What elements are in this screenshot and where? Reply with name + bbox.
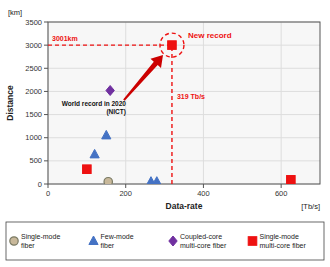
annotation-line: 319 Tb/s bbox=[177, 93, 205, 100]
y-grid-line bbox=[48, 68, 320, 69]
y-tick bbox=[44, 45, 48, 46]
y-tick bbox=[44, 160, 48, 161]
x-tick-label: 200 bbox=[119, 189, 132, 198]
legend-marker bbox=[169, 236, 177, 246]
reference-line-horizontal bbox=[48, 44, 172, 45]
annotation-line: 3001km bbox=[52, 35, 78, 42]
series-diamond bbox=[106, 86, 114, 96]
y-tick-label: 2000 bbox=[25, 87, 42, 96]
y-grid-line bbox=[48, 114, 320, 115]
y-grid-line bbox=[48, 91, 320, 92]
plot-background bbox=[48, 22, 320, 184]
annotation-line: New record bbox=[188, 31, 232, 40]
y-tick-label: 1500 bbox=[25, 110, 42, 119]
y-tick bbox=[44, 137, 48, 138]
annotation-line: (NICT) bbox=[106, 108, 126, 116]
x-axis-label: Data-rate bbox=[166, 201, 203, 211]
x-axis-unit: [Tb/s] bbox=[301, 202, 320, 211]
y-axis-label: Distance bbox=[5, 85, 15, 121]
annotation-world-record: World record in 2020(NICT) bbox=[62, 100, 127, 116]
legend-label: Single-modemulti-core fiber bbox=[260, 233, 307, 249]
legend-marker bbox=[10, 237, 18, 245]
reference-line-vertical bbox=[171, 45, 172, 184]
y-tick bbox=[44, 22, 48, 23]
point bbox=[152, 177, 161, 184]
annotation-rate: 319 Tb/s bbox=[177, 93, 205, 100]
x-tick bbox=[125, 184, 126, 188]
point bbox=[102, 130, 111, 139]
series-triangle bbox=[90, 130, 161, 184]
y-tick-label: 3500 bbox=[25, 18, 42, 27]
legend-box bbox=[6, 222, 324, 260]
legend-label: Few-mode fiber bbox=[101, 233, 134, 249]
legend-label-line: multi-core fiber bbox=[260, 242, 307, 249]
y-tick-label: 2500 bbox=[25, 64, 42, 73]
legend-label-line: Single-mode bbox=[21, 233, 60, 241]
point bbox=[83, 165, 92, 174]
record-circle bbox=[160, 33, 184, 57]
y-tick bbox=[44, 68, 48, 69]
point bbox=[287, 176, 296, 184]
series-square bbox=[83, 41, 296, 184]
legend-marker bbox=[248, 237, 257, 246]
legend-label-line: fiber bbox=[21, 242, 35, 249]
legend-label-line: Few-mode bbox=[101, 233, 134, 240]
plot-area bbox=[48, 41, 295, 184]
x-tick-label: 400 bbox=[197, 189, 210, 198]
x-tick-label: 600 bbox=[275, 189, 288, 198]
y-grid-line bbox=[48, 160, 320, 161]
y-tick-label: 0 bbox=[38, 180, 42, 189]
point bbox=[168, 41, 177, 50]
legend-marker bbox=[89, 236, 98, 245]
x-tick-label: 0 bbox=[46, 189, 50, 198]
legend-label-line: Coupled-core bbox=[180, 233, 222, 241]
x-tick bbox=[48, 184, 49, 188]
y-grid-line bbox=[48, 137, 320, 138]
y-tick-label: 1000 bbox=[25, 133, 42, 142]
legend-label: Coupled-coremulti-core fiber bbox=[180, 233, 227, 249]
y-tick bbox=[44, 184, 48, 185]
legend: Single-modefiberFew-modefiberCoupled-cor… bbox=[6, 222, 324, 260]
point bbox=[106, 86, 114, 96]
y-axis-unit: [km] bbox=[8, 8, 22, 17]
y-tick-label: 3000 bbox=[25, 41, 42, 50]
grid bbox=[48, 22, 320, 184]
x-grid-line bbox=[281, 22, 282, 184]
y-tick bbox=[44, 114, 48, 115]
x-tick bbox=[281, 184, 282, 188]
annotation-record: New record bbox=[188, 31, 232, 40]
legend-label-line: Single-mode bbox=[260, 233, 299, 241]
point bbox=[104, 177, 112, 184]
y-tick-label: 500 bbox=[29, 156, 42, 165]
annotation-distance: 3001km bbox=[52, 35, 78, 42]
legend-label-line: fiber bbox=[101, 242, 115, 249]
chart: 0 500 1000 1500 2000 2500 3000 3500 0 200 400 600 Di… bbox=[0, 0, 330, 267]
legend-label: Single-modefiber bbox=[21, 233, 60, 249]
plot-frame bbox=[48, 22, 320, 184]
point bbox=[90, 149, 99, 158]
x-tick bbox=[203, 184, 204, 188]
annotation-line: World record in 2020 bbox=[62, 100, 127, 107]
record-arrow bbox=[123, 55, 163, 101]
y-tick bbox=[44, 91, 48, 92]
series-circle bbox=[104, 177, 112, 184]
legend-label-line: multi-core fiber bbox=[180, 242, 227, 249]
x-grid-line bbox=[203, 22, 204, 184]
